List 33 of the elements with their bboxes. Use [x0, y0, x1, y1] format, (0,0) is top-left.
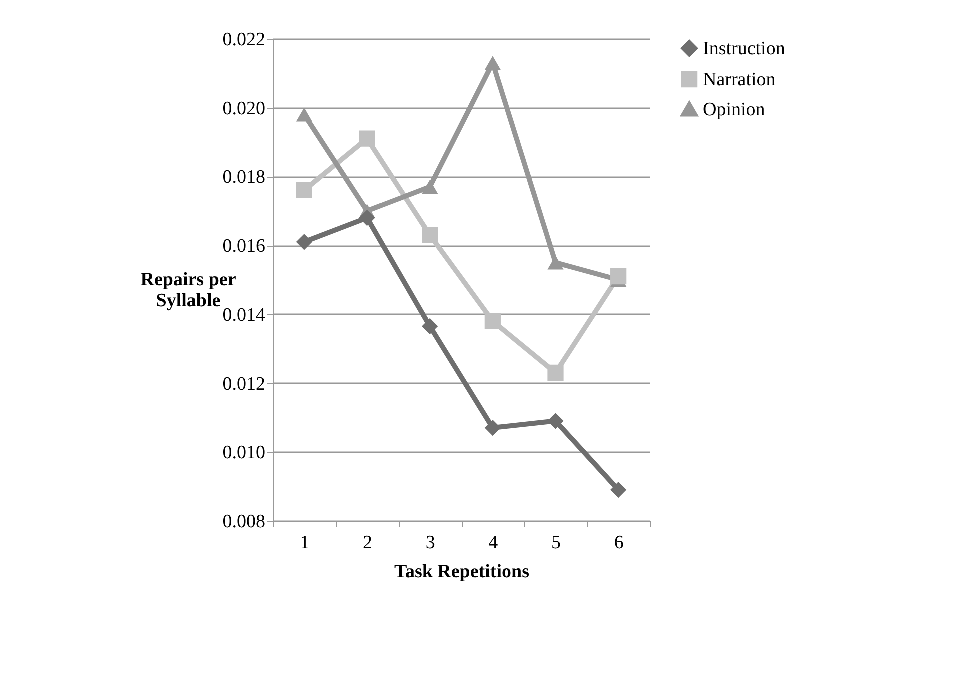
legend-label: Instruction	[703, 38, 786, 60]
legend-label: Narration	[703, 70, 776, 90]
x-tick-label: 5	[552, 532, 561, 554]
point	[610, 482, 627, 498]
point	[296, 234, 312, 250]
x-tick-label: 3	[426, 532, 436, 554]
point	[548, 364, 564, 382]
y-tick-label: 0.008	[222, 512, 266, 532]
legend-label: Opinion	[703, 100, 766, 120]
x-tick-label: 2	[363, 532, 372, 554]
y-tick-label: 0.022	[222, 30, 266, 50]
point	[359, 130, 376, 147]
point	[422, 180, 438, 194]
x-axis-title: Task Repetitions	[394, 562, 530, 582]
y-tick-label: 0.020	[222, 98, 266, 120]
x-tick-label: 6	[614, 532, 624, 554]
point	[610, 268, 627, 285]
point	[296, 182, 312, 199]
point	[422, 227, 438, 244]
x-tick-label: 4	[488, 532, 499, 554]
y-tick-label: 0.010	[222, 442, 266, 464]
point	[548, 413, 564, 430]
point	[548, 256, 564, 270]
point	[484, 420, 501, 436]
point	[422, 318, 438, 335]
x-tick-label: 1	[300, 532, 310, 554]
point	[484, 56, 501, 70]
point	[359, 210, 376, 226]
y-tick-label: 0.016	[222, 236, 266, 258]
y-tick-label: 0.018	[222, 167, 266, 188]
point	[484, 313, 501, 330]
y-tick-label: 0.012	[222, 374, 266, 395]
point	[296, 108, 312, 122]
